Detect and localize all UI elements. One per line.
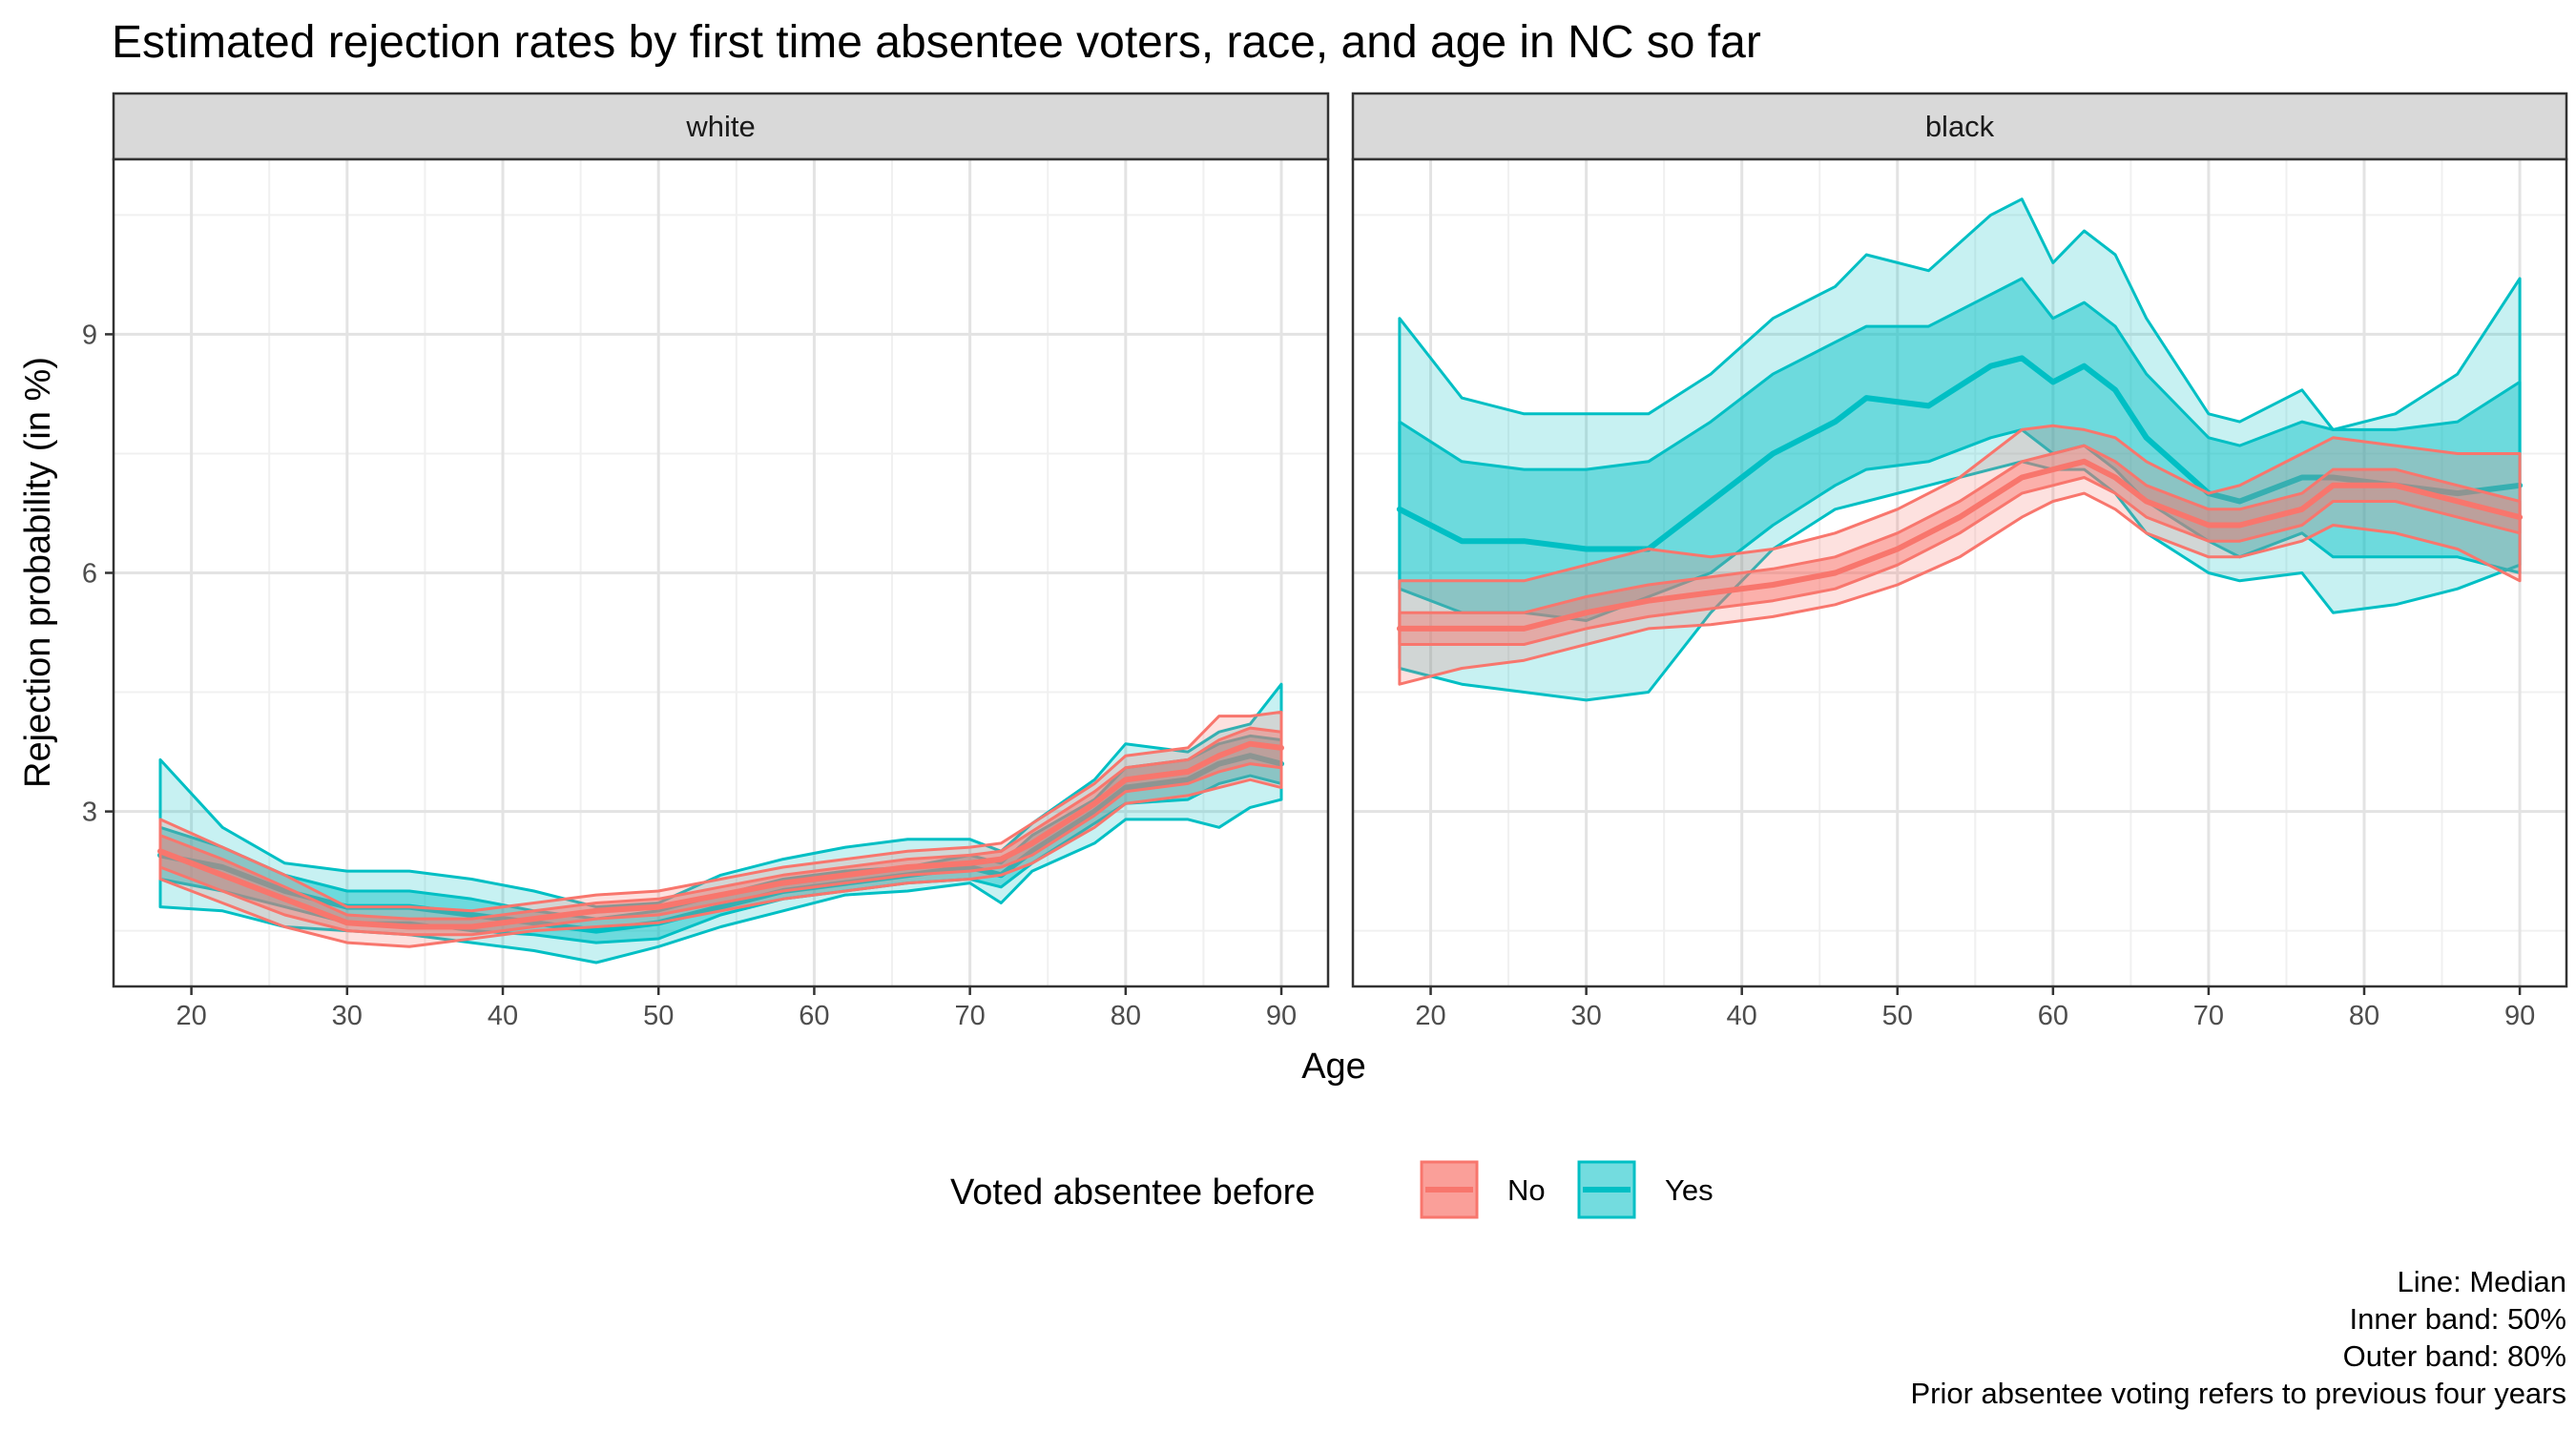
grid: [113, 159, 1328, 986]
facet-strip-white: [112, 92, 1330, 161]
legend-label-yes: Yes: [1665, 1173, 1714, 1207]
panel-border: [1351, 157, 2568, 988]
x-tick-label: 90: [2504, 1001, 2535, 1031]
panels: white 20 30 40 50 60 70 80 90 3 6 9 black 20 30 40 50 60 7…: [82, 92, 2568, 1031]
panel-white: white 20 30 40 50 60 70 80 90 3 6 9: [82, 92, 1330, 1031]
caption-line-2: Inner band: 50%: [2349, 1302, 2566, 1336]
x-tick-label: 50: [1882, 1001, 1913, 1031]
x-axis-white: 20 30 40 50 60 70 80 90: [176, 986, 1297, 1031]
caption: Line: Median Inner band: 50% Outer band:…: [1910, 1265, 2566, 1410]
legend-label-no: No: [1507, 1173, 1546, 1207]
legend-title: Voted absentee before: [950, 1172, 1315, 1213]
series-no-black: [1396, 424, 2524, 686]
caption-line-3: Outer band: 80%: [2343, 1339, 2566, 1373]
legend: Voted absentee before No Yes: [950, 1160, 1714, 1219]
legend-key-yes: Yes: [1577, 1160, 1714, 1219]
x-tick-label: 60: [2038, 1001, 2068, 1031]
x-axis-title: Age: [1301, 1047, 1366, 1087]
facet-label-black: black: [1925, 110, 1995, 143]
y-tick-label: 9: [82, 320, 97, 350]
y-axis-title: Rejection probability (in %): [18, 357, 58, 788]
x-axis-black: 20 30 40 50 60 70 80 90: [1415, 986, 2535, 1031]
chart-title: Estimated rejection rates by first time …: [112, 17, 1761, 68]
x-tick-label: 30: [1570, 1001, 1601, 1031]
caption-line-4: Prior absentee voting refers to previous…: [1910, 1377, 2566, 1410]
legend-key-no: No: [1420, 1160, 1546, 1219]
outer-band-yes: [158, 682, 1283, 964]
x-tick-label: 80: [2349, 1001, 2379, 1031]
panel-black: black 20 30 40 50 60 70 80 90: [1351, 92, 2568, 1031]
y-tick-label: 6: [82, 559, 97, 590]
x-tick-label: 30: [332, 1001, 363, 1031]
x-tick-label: 20: [176, 1001, 206, 1031]
outer-band-no: [1398, 424, 2522, 686]
caption-line-1: Line: Median: [2397, 1265, 2566, 1298]
x-tick-label: 80: [1111, 1001, 1141, 1031]
grid: [1352, 159, 2566, 986]
x-tick-label: 40: [488, 1001, 518, 1031]
median-line-no: [157, 740, 1284, 930]
y-tick-label: 3: [82, 798, 97, 828]
y-axis: 3 6 9: [82, 320, 114, 828]
x-tick-label: 60: [799, 1001, 829, 1031]
median-line-no: [1396, 458, 2524, 632]
series-no-white: [157, 710, 1284, 948]
x-tick-label: 70: [2193, 1001, 2224, 1031]
x-tick-label: 70: [954, 1001, 985, 1031]
x-tick-label: 20: [1415, 1001, 1445, 1031]
x-tick-label: 40: [1727, 1001, 1757, 1031]
x-tick-label: 90: [1266, 1001, 1297, 1031]
facet-label-white: white: [685, 110, 755, 143]
median-line-yes: [1396, 355, 2524, 552]
x-tick-label: 50: [643, 1001, 674, 1031]
facet-strip-black: [1351, 92, 2568, 161]
